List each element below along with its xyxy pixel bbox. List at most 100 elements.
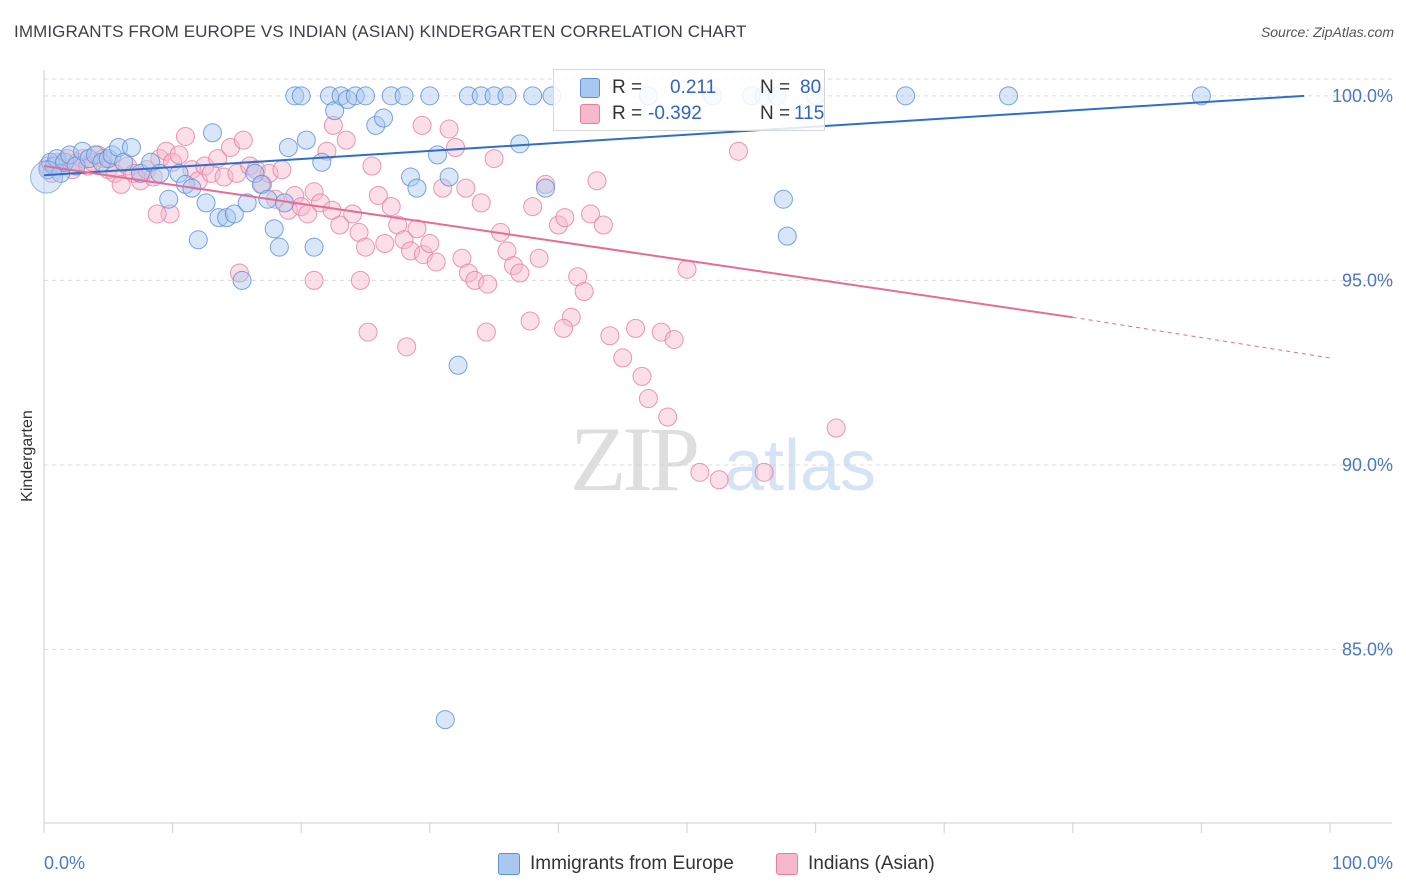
data-point [366, 115, 386, 135]
data-point [269, 237, 289, 257]
legend-r-label: R = [612, 103, 643, 124]
data-point [202, 123, 222, 143]
data-point [435, 710, 455, 730]
data-point [412, 115, 432, 135]
data-point [728, 141, 748, 161]
data-point [497, 86, 517, 106]
data-point [237, 193, 257, 213]
data-point [446, 138, 466, 158]
data-point [574, 281, 594, 301]
data-point [581, 204, 601, 224]
data-point [555, 208, 575, 228]
data-point [677, 259, 697, 279]
data-point [554, 318, 574, 338]
data-point [484, 149, 504, 169]
watermark: ZIP atlas [570, 408, 876, 510]
data-point [394, 86, 414, 106]
data-point [593, 215, 613, 235]
bottom-legend-label: Indians (Asian) [808, 853, 935, 874]
data-point [343, 204, 363, 224]
legend-n-label: N = [760, 103, 791, 124]
data-point [111, 174, 131, 194]
data-point [458, 263, 478, 283]
data-point [121, 138, 141, 158]
data-point [278, 138, 298, 158]
tick-labels: 85.0% 90.0% 95.0% 100.0% 0.0% 100.0% [44, 86, 1393, 873]
data-point [478, 274, 498, 294]
data-point [448, 355, 468, 375]
data-point [690, 462, 710, 482]
watermark-atlas: atlas [724, 426, 876, 506]
data-point [999, 86, 1018, 106]
data-point [356, 237, 375, 257]
data-point [433, 178, 453, 198]
data-point [358, 322, 378, 342]
data-point [73, 141, 93, 161]
data-point [336, 130, 356, 150]
watermark-zip: ZIP [570, 408, 697, 510]
data-point [224, 204, 244, 224]
legend-r-value: 0.211 [670, 77, 717, 98]
data-point [375, 233, 395, 253]
data-point [362, 156, 382, 176]
data-point [285, 86, 305, 106]
legend-r-label: R = [612, 77, 643, 98]
data-point [587, 171, 607, 191]
data-point [664, 329, 684, 349]
data-point [536, 178, 556, 198]
x-tick-label: 100.0% [1332, 853, 1393, 873]
data-point [632, 366, 652, 386]
data-point [420, 233, 440, 253]
data-point [317, 141, 337, 161]
data-point [658, 407, 678, 427]
data-point [79, 149, 99, 169]
data-point [159, 189, 179, 209]
chart-title: IMMIGRANTS FROM EUROPE VS INDIAN (ASIAN)… [14, 22, 747, 41]
data-point [394, 230, 414, 250]
data-point [214, 167, 234, 187]
trend-line-europe [43, 94, 1305, 177]
data-point-cluster [30, 160, 64, 194]
legend-n-value: 80 [800, 77, 822, 98]
data-point [245, 163, 265, 183]
data-point [428, 145, 448, 165]
data-point [456, 178, 476, 198]
trend-line-indians [43, 164, 1073, 319]
legend-swatch-pink [580, 104, 600, 124]
data-point [345, 86, 365, 106]
data-point [209, 208, 229, 228]
data-point [503, 256, 523, 276]
y-tick-label: 100.0% [1332, 86, 1393, 106]
data-point [296, 130, 316, 150]
data-point [777, 226, 797, 246]
x-tick-label: 0.0% [44, 853, 85, 873]
data-point [471, 193, 491, 213]
data-point [188, 230, 208, 250]
data-point [291, 86, 311, 106]
data-point [356, 86, 375, 106]
data-point [175, 174, 195, 194]
data-point [420, 86, 440, 106]
data-point [319, 86, 339, 106]
data-point [510, 263, 530, 283]
data-point [350, 270, 370, 290]
data-point [407, 178, 427, 198]
data-point [401, 167, 421, 187]
data-point [381, 197, 401, 217]
data-point [60, 145, 80, 165]
legend-swatch-blue [580, 78, 600, 98]
data-point [439, 119, 459, 139]
data-point [114, 152, 134, 172]
data-point [175, 126, 195, 146]
bottom-legend-label: Immigrants from Europe [530, 853, 734, 874]
data-point [312, 152, 332, 172]
data-point [374, 108, 394, 128]
legend-r-value: -0.392 [648, 103, 702, 124]
data-point [169, 163, 189, 183]
data-point [323, 115, 343, 135]
bottom-legend-indians: Indians (Asian) [776, 851, 935, 877]
data-point [368, 186, 388, 205]
axes [43, 70, 1392, 833]
data-point [330, 215, 350, 235]
